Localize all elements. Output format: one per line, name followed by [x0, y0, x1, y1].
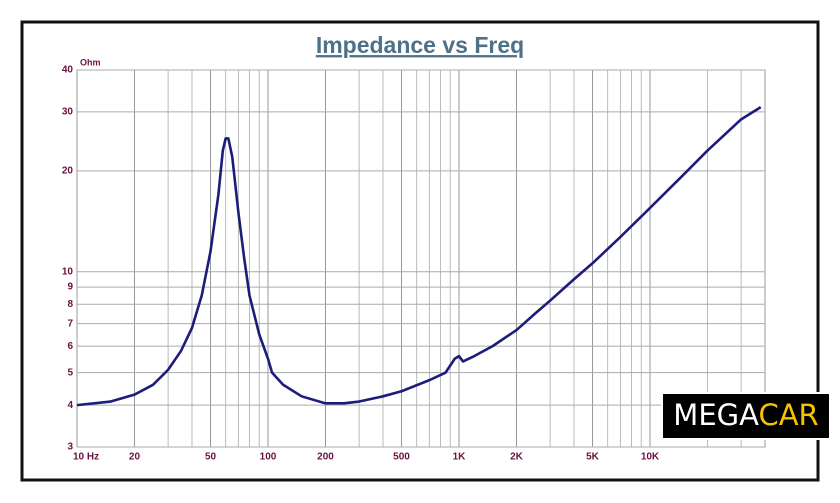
x-tick-label: 200	[317, 452, 334, 463]
x-tick-label: 500	[393, 452, 410, 463]
y-tick-label: 20	[62, 166, 74, 177]
x-tick-label: 5K	[586, 452, 600, 463]
y-tick-label: 7	[67, 318, 73, 329]
logo-second: CAR	[758, 398, 818, 432]
y-tick-label: 3	[67, 442, 73, 453]
x-tick-label: 20	[129, 452, 141, 463]
y-tick-label: 5	[67, 367, 73, 378]
x-tick-label: 10 Hz	[73, 452, 99, 463]
x-tick-label: 50	[205, 452, 217, 463]
logo: MEGACAR	[673, 398, 818, 432]
y-tick-label: 30	[62, 107, 74, 118]
logo-first: MEGA	[673, 398, 759, 432]
y-tick-label: 6	[67, 341, 73, 352]
y-axis-label: Ohm	[80, 57, 101, 67]
chart-title: Impedance vs Freq	[316, 32, 524, 58]
x-tick-label: 2K	[510, 452, 524, 463]
x-tick-label: 100	[260, 452, 277, 463]
logo-box	[661, 392, 831, 440]
x-tick-label: 1K	[453, 452, 467, 463]
y-tick-label: 4	[67, 400, 73, 411]
y-tick-label: 40	[62, 65, 74, 76]
y-tick-label: 8	[67, 299, 73, 310]
impedance-curve	[76, 105, 762, 407]
y-tick-label: 10	[62, 266, 74, 277]
grid: 10 Hz 20 50 100 200 500 1K 2K 5K 10K 3 4 5 6 7 8 9 10 20 30…	[62, 65, 766, 463]
x-tick-label: 10K	[641, 452, 660, 463]
y-tick-label: 9	[67, 282, 73, 293]
plot	[76, 105, 762, 407]
